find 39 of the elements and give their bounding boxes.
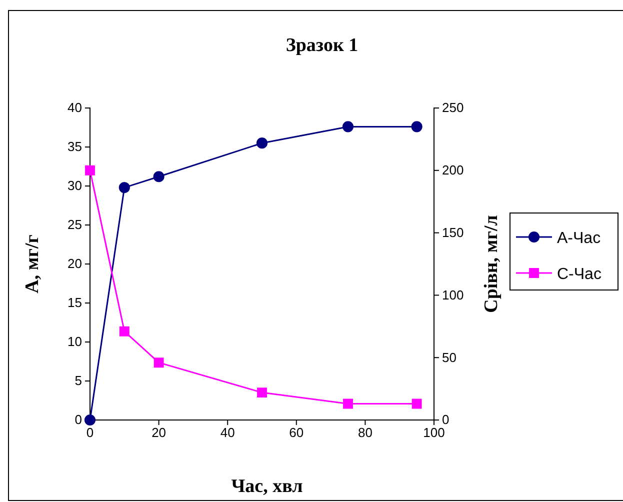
point (343, 398, 353, 409)
y2-axis-title: Срівн, мг/л (481, 214, 502, 313)
point (411, 121, 422, 132)
y-tick-label: 0 (74, 412, 82, 428)
y2-tick-label: 100 (442, 287, 464, 302)
chart-title: Зразок 1 (286, 35, 358, 56)
point (118, 182, 130, 194)
legend-label: А-Час (557, 230, 601, 247)
x-tick-label: 80 (358, 425, 372, 440)
y-tick-label: 30 (68, 178, 82, 194)
y-tick-label: 35 (68, 139, 82, 154)
point (257, 388, 267, 398)
y-axis-title: А, мг/г (22, 234, 43, 294)
point (412, 398, 422, 409)
point (85, 165, 95, 176)
y2-tick-label: 200 (442, 162, 464, 178)
y2-tick-label: 250 (442, 100, 464, 116)
point (119, 326, 130, 336)
point (153, 171, 164, 182)
y-tick-label: 25 (68, 217, 82, 232)
x-tick-label: 20 (152, 425, 166, 440)
y2-tick-label: 150 (442, 224, 464, 240)
point (256, 138, 268, 149)
point (154, 358, 164, 368)
x-tick-label: 60 (289, 425, 304, 440)
y-tick-label: 5 (74, 373, 82, 388)
x-axis-title: Час, хвл (231, 476, 304, 497)
x-tick-label: 0 (86, 425, 94, 440)
y2-tick-label: 0 (442, 412, 450, 428)
point (342, 121, 354, 132)
y-tick-label: 40 (68, 100, 82, 116)
y-tick-label: 15 (68, 295, 82, 310)
x-tick-label: 100 (423, 425, 445, 440)
legend-label: С-Час (557, 266, 602, 283)
y2-tick-label: 50 (442, 350, 456, 365)
point (84, 414, 96, 426)
x-tick-label: 40 (220, 425, 235, 440)
y-tick-label: 10 (68, 334, 82, 350)
y-tick-label: 20 (68, 256, 82, 272)
